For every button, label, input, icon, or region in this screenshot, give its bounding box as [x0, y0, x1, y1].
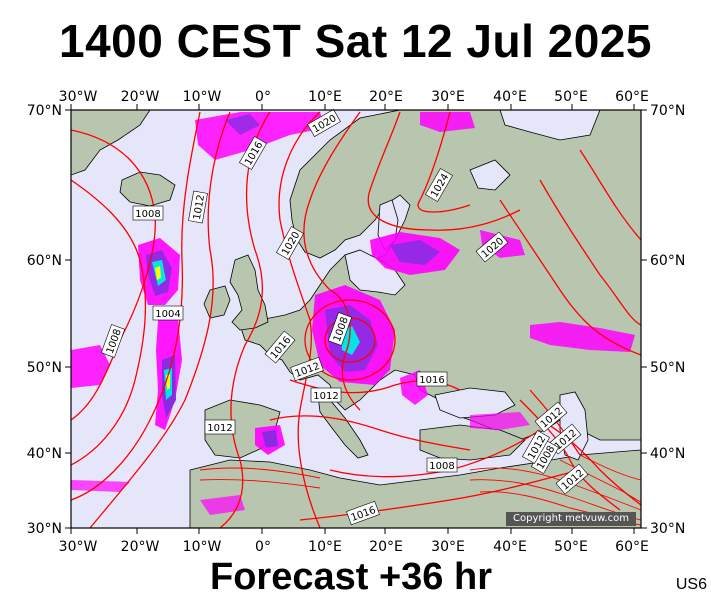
svg-text:1012: 1012 [192, 194, 207, 221]
isobar-label: 1004 [152, 305, 184, 321]
lon-labels-top: 30°W 20°W 10°W 0° 10°E 20°E 30°E 40°E 50… [59, 89, 649, 105]
svg-text:1008: 1008 [429, 461, 454, 472]
copyright-notice: Copyright metvuw.com [506, 512, 636, 526]
lon-label: 40°E [493, 89, 527, 105]
isobar-label: 1012 [188, 190, 208, 224]
lon-label: 60°E [615, 539, 649, 555]
region-code: US6 [675, 576, 707, 593]
lat-label: 50°N [27, 360, 62, 376]
lon-label: 50°E [554, 539, 588, 555]
lon-label: 10°E [308, 539, 342, 555]
lat-label: 50°N [650, 360, 685, 376]
lon-label: 20°E [369, 539, 403, 555]
lon-label: 0° [255, 89, 271, 105]
svg-text:1016: 1016 [419, 375, 444, 386]
forecast-label: Forecast +36 hr [210, 556, 492, 598]
svg-text:1008: 1008 [135, 209, 160, 220]
svg-text:1012: 1012 [313, 391, 338, 402]
lat-label: 70°N [650, 103, 685, 119]
lon-label: 0° [255, 539, 271, 555]
isobars [71, 111, 641, 528]
tick-marks [65, 104, 647, 534]
lon-label: 50°E [554, 89, 588, 105]
lat-labels-right: 70°N 60°N 50°N 40°N 30°N [650, 103, 685, 537]
lon-label: 30°W [59, 539, 98, 555]
map-frame [70, 109, 642, 529]
lon-label: 30°E [431, 89, 465, 105]
svg-text:1004: 1004 [155, 309, 180, 320]
lat-label: 60°N [650, 253, 685, 269]
map-title: 1400 CEST Sat 12 Jul 2025 [59, 15, 652, 67]
lon-label: 20°W [121, 89, 160, 105]
lon-label: 30°E [431, 539, 465, 555]
lat-label: 40°N [27, 446, 62, 462]
lon-label: 10°W [183, 89, 222, 105]
lat-label: 30°N [27, 521, 62, 537]
svg-text:1012: 1012 [207, 423, 232, 434]
isobar-label: 1008 [426, 457, 458, 473]
isobar-labels: 1020 1016 1012 1008 1024 1020 1020 1016 … [100, 109, 589, 526]
lon-label: 30°W [59, 89, 98, 105]
lat-label: 40°N [650, 446, 685, 462]
precipitation [71, 112, 635, 515]
isobar-label: 1012 [204, 419, 236, 435]
isobar-label: 1008 [132, 205, 164, 221]
lon-label: 10°W [183, 539, 222, 555]
lon-labels-bottom: 30°W 20°W 10°W 0° 10°E 20°E 30°E 40°E 50… [59, 539, 649, 555]
isobar-label: 1016 [416, 371, 448, 387]
lon-label: 10°E [308, 89, 342, 105]
isobar-label: 1012 [310, 387, 342, 403]
lat-label: 30°N [650, 521, 685, 537]
lon-label: 60°E [615, 89, 649, 105]
lon-label: 20°W [121, 539, 160, 555]
lon-label: 20°E [369, 89, 403, 105]
lat-label: 60°N [27, 253, 62, 269]
lon-label: 40°E [493, 539, 527, 555]
lat-label: 70°N [27, 103, 62, 119]
lat-labels-left: 70°N 60°N 50°N 40°N 30°N [27, 103, 62, 537]
